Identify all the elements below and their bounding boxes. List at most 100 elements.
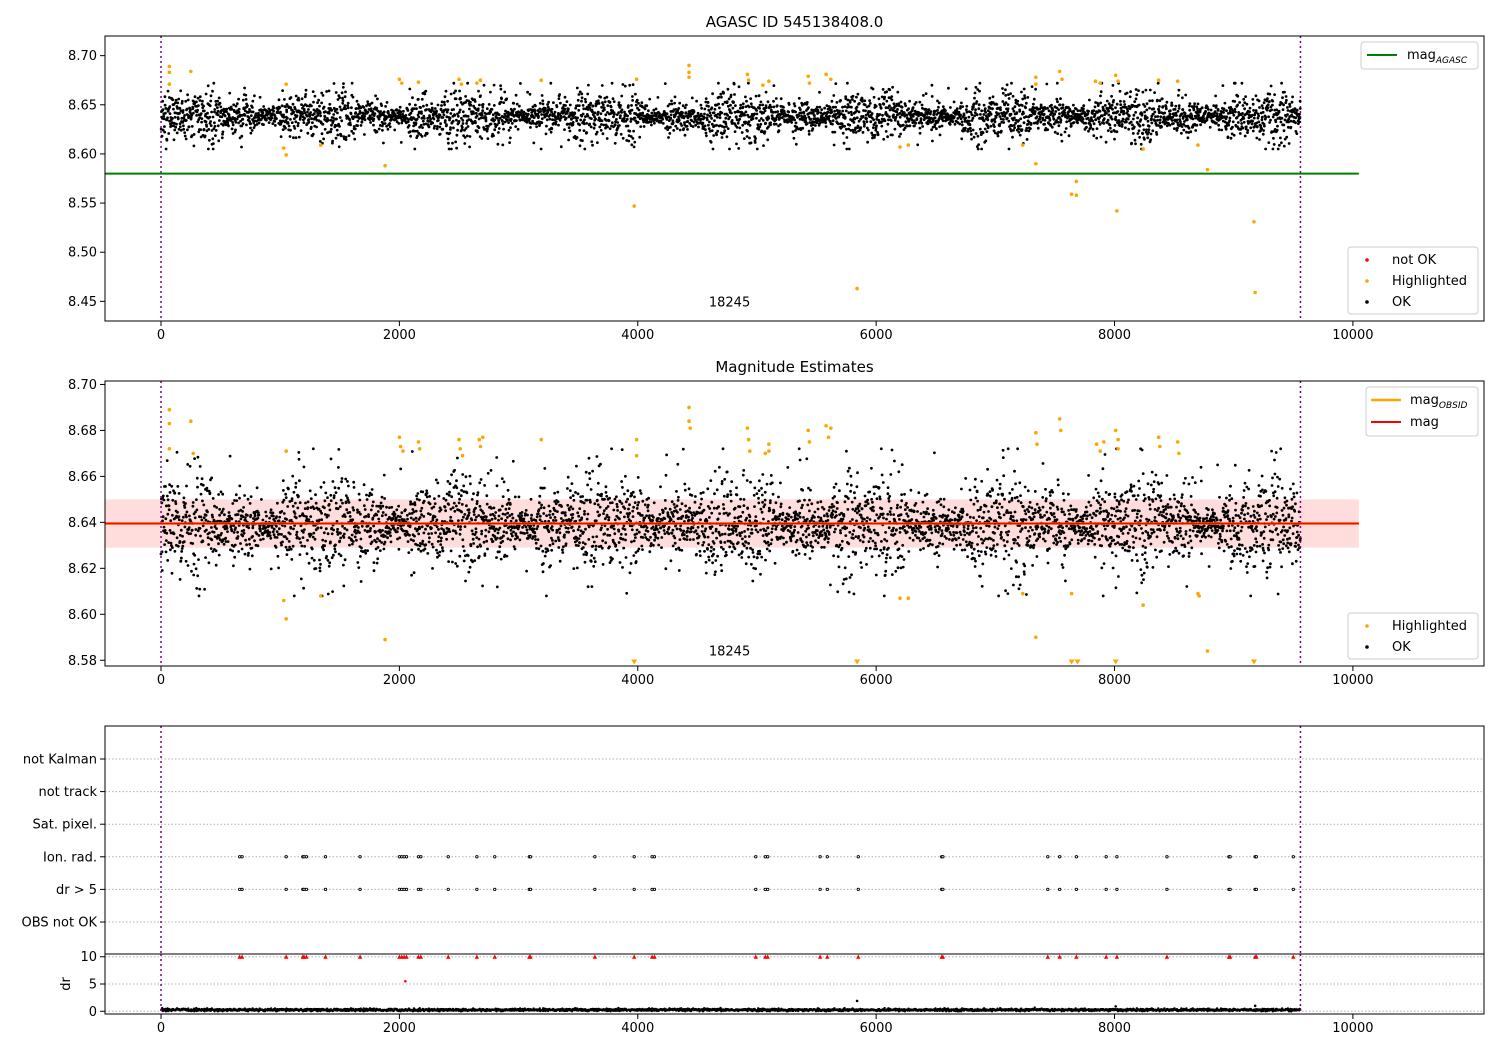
ok-point — [165, 118, 169, 122]
ok-point — [1212, 104, 1216, 107]
ok-point — [722, 131, 726, 135]
ok-point — [764, 121, 767, 125]
ok-point — [879, 106, 883, 110]
ok-point — [247, 526, 251, 530]
ok-point — [588, 122, 591, 126]
ok-point — [400, 121, 404, 125]
ok-point — [329, 540, 332, 544]
ok-point — [1184, 93, 1188, 97]
ok-point — [1242, 117, 1246, 120]
ok-point — [205, 125, 209, 128]
ok-point — [311, 132, 315, 136]
ok-point — [677, 107, 681, 110]
ok-point — [325, 90, 328, 93]
ok-point — [474, 121, 477, 125]
ok-point — [755, 112, 759, 116]
ok-point — [192, 111, 195, 115]
ok-point — [762, 111, 765, 115]
highlighted-point — [906, 143, 911, 147]
ok-point — [1076, 121, 1079, 125]
ok-point — [1264, 115, 1268, 119]
ok-point — [965, 108, 968, 112]
ok-point — [199, 534, 202, 538]
ok-point — [279, 110, 282, 114]
ok-point — [1092, 122, 1096, 126]
ok-point — [356, 119, 360, 123]
ok-point — [348, 511, 352, 514]
ok-point — [1125, 91, 1129, 95]
ok-point — [1054, 110, 1058, 113]
ok-point — [647, 109, 650, 113]
ok-point — [444, 89, 448, 93]
ok-point — [1048, 118, 1052, 122]
ok-point — [416, 134, 419, 138]
ok-point — [336, 133, 340, 137]
ok-point — [761, 119, 765, 122]
ok-point — [606, 125, 609, 129]
ok-point — [774, 110, 777, 114]
ok-point — [823, 106, 826, 110]
ok-point — [204, 120, 208, 124]
ok-point — [630, 143, 634, 147]
ok-point — [292, 110, 296, 114]
ok-point — [957, 110, 961, 114]
ok-point — [194, 528, 198, 531]
ok-point — [965, 110, 969, 114]
ok-point — [1017, 130, 1021, 134]
ok-point — [180, 547, 184, 550]
ok-point — [754, 137, 757, 140]
ok-point — [645, 104, 649, 108]
ok-point — [452, 108, 455, 111]
ok-point — [718, 113, 722, 117]
ok-point — [971, 128, 975, 132]
ok-point — [1161, 105, 1165, 108]
ok-point — [178, 540, 182, 543]
ok-point — [685, 124, 689, 128]
ok-point — [726, 104, 730, 108]
ok-point — [991, 95, 995, 99]
ok-point — [704, 100, 708, 104]
ok-point — [213, 110, 216, 114]
ok-point — [1080, 112, 1084, 116]
ok-point — [1240, 81, 1244, 85]
ok-point — [335, 107, 339, 111]
ok-point — [567, 126, 571, 129]
ok-point — [896, 108, 899, 111]
ok-point — [1002, 118, 1005, 121]
highlighted-point — [767, 79, 771, 84]
ok-point — [955, 107, 959, 110]
ok-point — [329, 118, 333, 122]
ok-point — [319, 485, 323, 489]
ok-point — [174, 98, 178, 102]
ok-point — [162, 114, 166, 118]
ok-point — [758, 125, 762, 129]
ok-point — [236, 535, 240, 538]
ok-point — [178, 125, 182, 129]
ok-point — [282, 498, 286, 502]
ok-point — [905, 114, 909, 117]
ok-point — [290, 497, 294, 500]
ok-point — [318, 569, 322, 573]
ok-point — [168, 96, 171, 99]
ok-point — [1287, 142, 1291, 145]
ok-point — [1105, 99, 1109, 103]
ok-point — [414, 121, 418, 125]
ok-point — [322, 548, 325, 552]
ok-point — [759, 122, 763, 126]
ok-point — [239, 517, 243, 521]
ok-point — [772, 99, 775, 103]
ok-point — [1034, 87, 1037, 91]
ok-point — [1272, 136, 1275, 140]
ok-point — [737, 110, 741, 114]
ok-point — [207, 561, 211, 565]
ok-point — [164, 147, 168, 151]
ok-point — [314, 567, 318, 570]
ok-point — [735, 142, 738, 146]
ok-point — [1177, 104, 1181, 108]
ok-point — [913, 124, 916, 128]
ok-point — [354, 111, 358, 115]
ok-point — [305, 552, 309, 556]
ok-point — [435, 127, 439, 131]
ok-point — [519, 82, 522, 85]
